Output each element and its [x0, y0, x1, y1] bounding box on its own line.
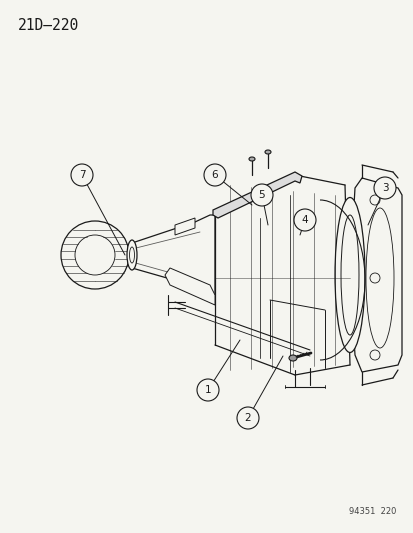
Text: 21D–220: 21D–220 — [18, 18, 79, 33]
Circle shape — [250, 184, 272, 206]
Text: 2: 2 — [244, 413, 251, 423]
Ellipse shape — [288, 355, 296, 361]
Text: 1: 1 — [204, 385, 211, 395]
Ellipse shape — [264, 150, 271, 154]
Circle shape — [204, 164, 225, 186]
Ellipse shape — [334, 198, 364, 352]
Text: 6: 6 — [211, 170, 218, 180]
Circle shape — [293, 209, 315, 231]
Polygon shape — [349, 178, 401, 372]
Ellipse shape — [248, 157, 254, 161]
Text: 3: 3 — [381, 183, 387, 193]
Ellipse shape — [365, 208, 393, 348]
Circle shape — [236, 407, 259, 429]
Circle shape — [197, 379, 218, 401]
Ellipse shape — [75, 235, 115, 275]
Ellipse shape — [129, 247, 134, 263]
Circle shape — [71, 164, 93, 186]
Ellipse shape — [127, 240, 137, 270]
Ellipse shape — [61, 221, 129, 289]
Ellipse shape — [340, 215, 358, 335]
Polygon shape — [165, 268, 214, 305]
Text: 7: 7 — [78, 170, 85, 180]
Polygon shape — [175, 218, 195, 235]
Text: 94351  220: 94351 220 — [348, 507, 395, 516]
Text: 4: 4 — [301, 215, 308, 225]
Text: 5: 5 — [258, 190, 265, 200]
Circle shape — [373, 177, 395, 199]
Polygon shape — [212, 172, 301, 218]
Polygon shape — [132, 215, 214, 295]
